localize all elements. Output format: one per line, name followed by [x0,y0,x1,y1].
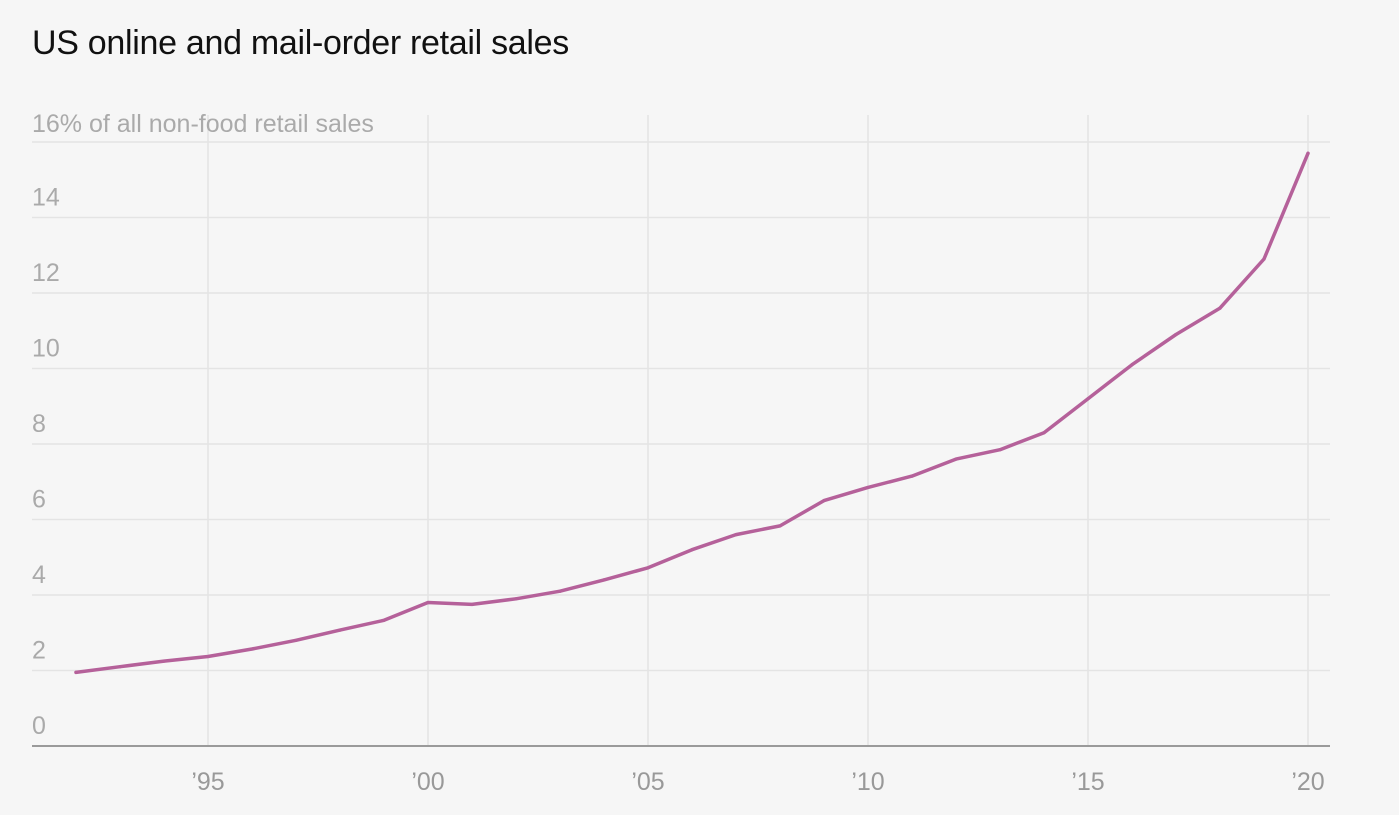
chart-title: US online and mail-order retail sales [32,24,569,62]
data-point [118,665,122,669]
data-point [558,589,562,593]
series-layer [74,151,1310,675]
data-point [866,485,870,490]
data-point [602,578,606,582]
data-point [734,533,738,537]
data-point [822,499,826,503]
data-point [1306,151,1310,155]
data-point [294,638,298,642]
data-point [338,628,342,632]
data-point [1130,363,1134,367]
data-point [690,548,694,552]
data-point [1042,431,1046,435]
x-tick-label: ’20 [1291,768,1324,796]
y-tick-label: 4 [32,561,46,589]
y-tick-label: 8 [32,410,46,438]
axis-labels: 0 2 4 6 8 10 12 14 16% of all non-food retail sa… [32,110,1325,796]
data-point [1086,397,1090,401]
data-point [74,670,78,674]
data-point [954,457,958,461]
grid-layer [32,115,1330,747]
data-point [1174,332,1178,337]
data-point [1262,257,1266,261]
data-point [470,602,474,607]
y-tick-label: 0 [32,712,46,740]
data-point [382,618,386,622]
y-tick-label: 16% of all non-food retail sales [32,110,374,138]
y-tick-label: 2 [32,637,46,665]
data-point [426,600,430,605]
data-point [206,654,210,659]
data-point [910,474,914,478]
data-point [998,448,1002,452]
x-tick-label: ’95 [191,768,224,796]
data-point [514,597,518,601]
data-point [162,659,166,663]
y-tick-label: 10 [32,335,60,363]
x-tick-label: ’00 [411,768,444,796]
x-tick-label: ’15 [1071,768,1104,796]
x-tick-label: ’10 [851,768,884,796]
y-tick-label: 6 [32,486,46,514]
data-point [778,524,782,528]
data-point [646,566,650,570]
data-point [250,647,254,651]
data-point [1218,306,1222,310]
x-tick-label: ’05 [631,768,664,796]
y-tick-label: 14 [32,184,60,212]
y-tick-label: 12 [32,259,60,287]
